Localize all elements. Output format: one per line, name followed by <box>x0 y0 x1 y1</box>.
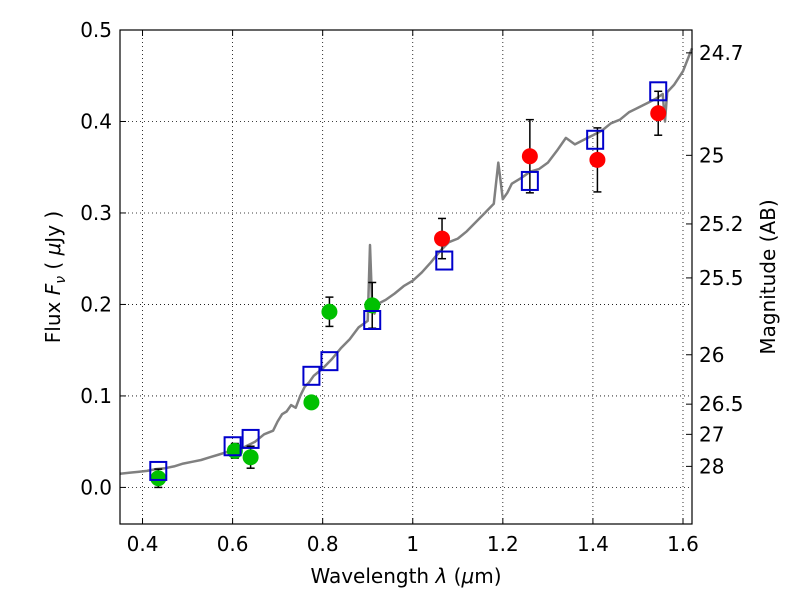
magnitude-tick-label: 27 <box>699 422 724 446</box>
model-point-square <box>302 365 321 386</box>
y-axis-label: Flux Fν ( μJy ) <box>41 211 69 343</box>
model-point-square <box>649 81 668 102</box>
data-point-circle <box>364 297 381 314</box>
x-tick-label: 1.2 <box>487 532 519 556</box>
model-point-square <box>149 460 168 481</box>
y-tick-label: 0.1 <box>80 384 112 408</box>
data-point-circle <box>589 151 606 168</box>
y-tick-label: 0.2 <box>80 292 112 316</box>
model-point-square <box>223 436 242 457</box>
magnitude-tick-label: 28 <box>699 454 724 478</box>
magnitude-tick-label: 26.5 <box>699 392 744 416</box>
x-axis-label: Wavelength λ (μm) <box>310 564 501 588</box>
data-point-circle <box>434 230 451 247</box>
magnitude-tick-label: 25.2 <box>699 212 744 236</box>
model-point-square <box>435 250 454 271</box>
model-point-square <box>320 351 339 372</box>
model-point-square <box>586 129 605 150</box>
magnitude-tick-label: 25.5 <box>699 266 744 290</box>
x-tick-label: 0.8 <box>307 532 339 556</box>
error-bars <box>154 90 663 489</box>
model-point-square <box>520 170 539 191</box>
model-spectrum-line <box>119 47 694 475</box>
data-point-circle <box>150 470 167 487</box>
y-tick-label: 0.5 <box>80 18 112 42</box>
data-point-circle <box>303 394 320 411</box>
photometry-markers <box>149 81 668 487</box>
grid-lines <box>120 29 692 524</box>
x-tick-label: 1.6 <box>667 532 699 556</box>
model-spectrum-layer <box>119 47 694 475</box>
magnitude-tick-label: 24.7 <box>699 41 744 65</box>
x-tick-label: 1 <box>406 532 419 556</box>
model-point-square <box>241 428 260 449</box>
plot-frame <box>119 29 693 525</box>
x-tick-label: 0.6 <box>217 532 249 556</box>
data-point-circle <box>650 105 667 122</box>
magnitude-axis-label: Magnitude (AB) <box>756 199 780 354</box>
axis-ticks: 0.4 0.6 0.8 1 1.2 1.4 1.6 0.0 0.1 0.2 0.3 0.4 0.5 24.… <box>80 18 743 556</box>
x-tick-label: 0.4 <box>127 532 159 556</box>
model-point-square <box>363 309 382 330</box>
y-tick-label: 0.0 <box>80 475 112 499</box>
data-point-circle <box>321 303 338 320</box>
magnitude-tick-label: 25 <box>699 143 724 167</box>
y-tick-label: 0.4 <box>80 109 112 133</box>
x-tick-label: 1.4 <box>577 532 609 556</box>
data-point-circle <box>521 148 538 165</box>
y-tick-label: 0.3 <box>80 201 112 225</box>
data-point-circle <box>242 449 259 466</box>
magnitude-tick-label: 26 <box>699 343 724 367</box>
